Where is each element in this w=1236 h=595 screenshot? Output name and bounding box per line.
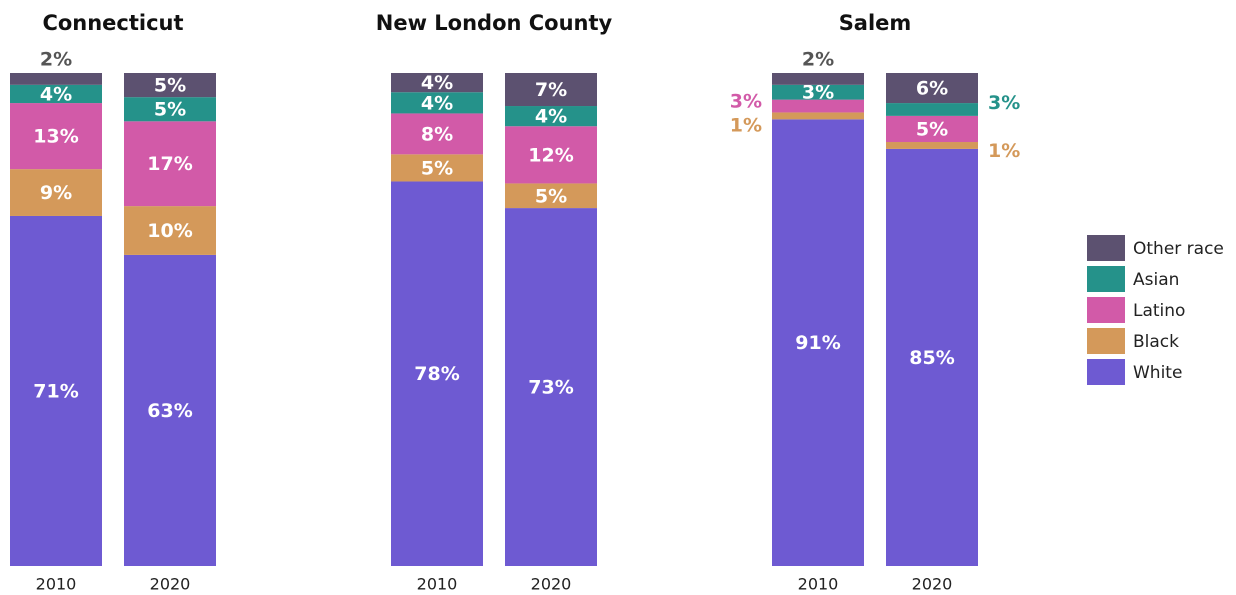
data-label: 8% bbox=[421, 123, 453, 145]
data-label: 5% bbox=[421, 157, 453, 179]
bar-segment bbox=[391, 154, 483, 182]
data-label: 3% bbox=[730, 91, 762, 113]
legend-swatch bbox=[1087, 359, 1125, 385]
bar-segment bbox=[886, 115, 978, 143]
data-label: 85% bbox=[909, 347, 954, 369]
legend-swatch bbox=[1087, 235, 1125, 261]
bar-segment bbox=[124, 206, 216, 255]
data-label: 73% bbox=[528, 377, 573, 399]
bar-segment bbox=[124, 73, 216, 98]
x-tick-label: 2020 bbox=[531, 575, 572, 594]
legend-label: Asian bbox=[1133, 270, 1179, 290]
data-label: 6% bbox=[916, 78, 948, 100]
data-label: 2% bbox=[802, 49, 834, 71]
data-label: 9% bbox=[40, 182, 72, 204]
data-label: 1% bbox=[988, 140, 1020, 162]
bar-segment bbox=[886, 142, 978, 149]
bar-segment bbox=[124, 97, 216, 122]
legend-swatch bbox=[1087, 297, 1125, 323]
bar-segment bbox=[391, 73, 483, 93]
data-label: 7% bbox=[535, 79, 567, 101]
data-label: 13% bbox=[33, 126, 78, 148]
data-label: 12% bbox=[528, 144, 573, 166]
data-label: 10% bbox=[147, 220, 192, 242]
bar-segment bbox=[886, 73, 978, 104]
bar-segment bbox=[505, 208, 597, 566]
legend-label: White bbox=[1133, 363, 1182, 383]
data-label: 78% bbox=[414, 363, 459, 385]
legend-swatch bbox=[1087, 328, 1125, 354]
bar-segment bbox=[505, 73, 597, 107]
data-label: 4% bbox=[40, 83, 72, 105]
legend-label: Black bbox=[1133, 332, 1179, 352]
bar-segment bbox=[10, 73, 102, 85]
bar-segment bbox=[772, 112, 864, 120]
bar-segment bbox=[391, 92, 483, 114]
legend-label: Other race bbox=[1133, 239, 1224, 259]
x-tick-label: 2020 bbox=[150, 575, 191, 594]
data-label: 5% bbox=[916, 118, 948, 140]
x-tick-label: 2010 bbox=[417, 575, 458, 594]
data-label: 71% bbox=[33, 380, 78, 402]
x-tick-label: 2020 bbox=[912, 575, 953, 594]
data-label: 4% bbox=[535, 106, 567, 128]
bar-segment bbox=[124, 254, 216, 567]
data-label: 2% bbox=[40, 49, 72, 71]
bar-segment bbox=[391, 181, 483, 566]
bar-segment bbox=[124, 121, 216, 207]
x-tick-label: 2010 bbox=[798, 575, 839, 594]
data-label: 5% bbox=[154, 99, 186, 121]
chart-title: Salem bbox=[839, 11, 912, 35]
bar-segment bbox=[772, 73, 864, 85]
data-label: 17% bbox=[147, 153, 192, 175]
data-label: 1% bbox=[730, 114, 762, 136]
bar-segment bbox=[505, 106, 597, 127]
bar-segment bbox=[886, 103, 978, 116]
data-label: 5% bbox=[154, 75, 186, 97]
data-label: 5% bbox=[535, 185, 567, 207]
data-label: 3% bbox=[988, 92, 1020, 114]
bar-segment bbox=[10, 84, 102, 104]
data-label: 3% bbox=[802, 82, 834, 104]
bar-segment bbox=[772, 99, 864, 113]
bar-segment bbox=[10, 169, 102, 216]
bar-segment bbox=[10, 103, 102, 170]
data-label: 63% bbox=[147, 400, 192, 422]
bar-segment bbox=[772, 84, 864, 100]
legend-swatch bbox=[1087, 266, 1125, 292]
bar-segment bbox=[772, 119, 864, 566]
data-label: 91% bbox=[795, 332, 840, 354]
bar-segment bbox=[10, 215, 102, 566]
bar-segment bbox=[505, 183, 597, 209]
bar-segment bbox=[505, 126, 597, 184]
legend-label: Latino bbox=[1133, 301, 1185, 321]
bar-segment bbox=[886, 148, 978, 566]
data-label: 4% bbox=[421, 92, 453, 114]
chart-title: New London County bbox=[376, 11, 613, 35]
x-tick-label: 2010 bbox=[36, 575, 77, 594]
chart-title: Connecticut bbox=[42, 11, 183, 35]
data-label: 4% bbox=[421, 72, 453, 94]
bar-segment bbox=[391, 113, 483, 155]
